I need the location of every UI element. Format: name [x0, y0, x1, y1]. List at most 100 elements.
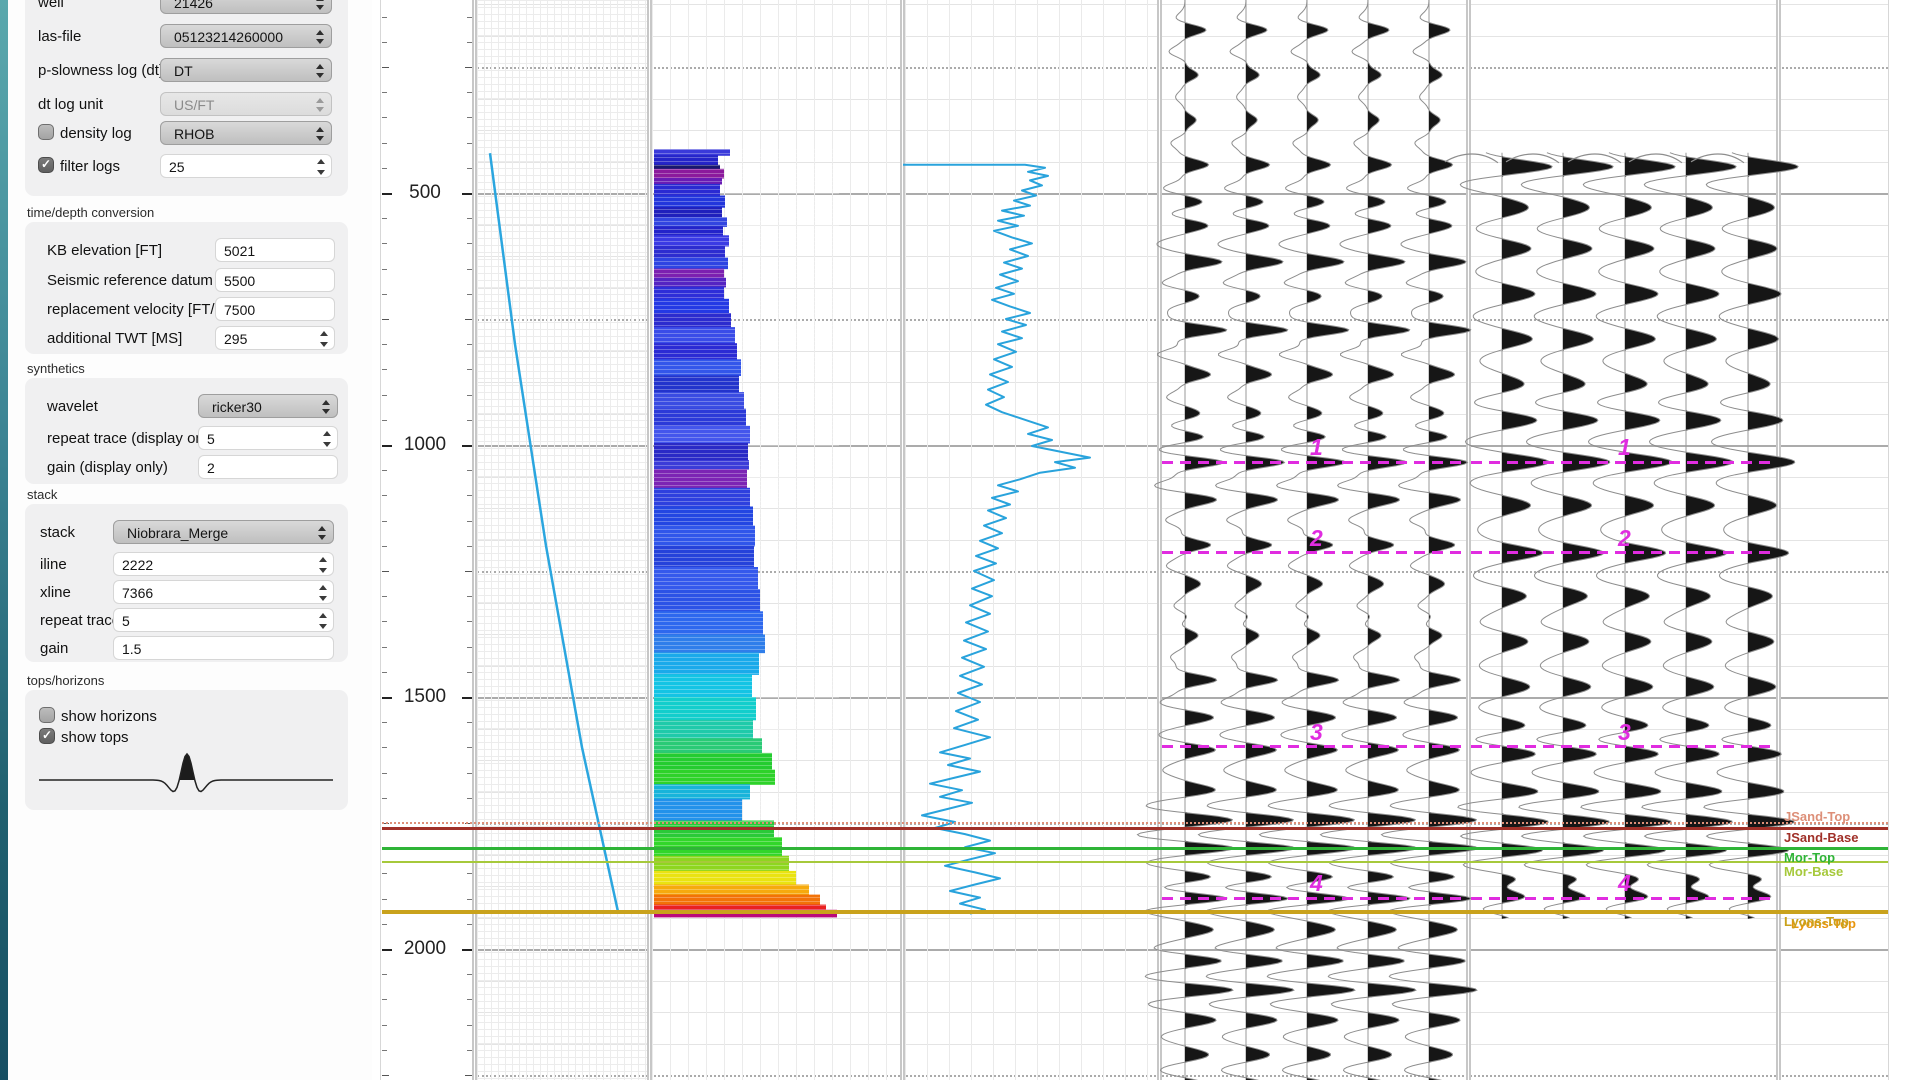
filter-logs-checkbox[interactable]: ✓ [38, 157, 54, 173]
grid-line [477, 823, 1888, 825]
velocity-log-band [654, 545, 754, 568]
filter-logs-stepper-icon[interactable] [315, 158, 327, 176]
grid-line [477, 949, 1888, 951]
marker-line-2 [1162, 551, 1466, 555]
chevron-up-icon [318, 526, 326, 531]
xline-input[interactable]: 7366 [113, 580, 334, 604]
marker-number-2: 2 [1310, 524, 1323, 551]
las-file-select[interactable]: 05123214260000 [160, 24, 332, 48]
additional-twt-ms-input[interactable]: 295 [215, 326, 335, 350]
iline-stepper-icon[interactable] [317, 556, 329, 574]
seismic-reference-datum-ft-input[interactable]: 5500 [215, 268, 335, 292]
depth-tick [465, 319, 472, 320]
stack-select[interactable]: Niobrara_Merge [113, 520, 334, 544]
setting-row-gain-display-only: gain (display only) 2 [25, 455, 348, 479]
depth-tick [382, 596, 387, 598]
grid-line [477, 382, 1888, 383]
top-label-jsand-top: JSand-Top [1784, 809, 1851, 824]
depth-tick [467, 243, 472, 245]
kb-elevation-ft-input[interactable]: 5021 [215, 238, 335, 262]
density-log-checkbox[interactable] [38, 124, 54, 140]
top-line-mor-top [382, 846, 1888, 850]
velocity-log-band [654, 359, 741, 376]
depth-tick [382, 167, 387, 169]
show-horizons-checkbox[interactable] [39, 707, 55, 723]
setting-label-filter-logs: filter logs [60, 158, 121, 175]
grid-line [477, 130, 1888, 131]
setting-row-gain: gain 1.5 [25, 636, 348, 660]
velocity-log-band [654, 155, 718, 166]
velocity-log-band [654, 855, 789, 872]
wavelet-select[interactable]: ricker30 [198, 394, 338, 418]
velocity-log-band [654, 884, 809, 896]
grid-line [477, 886, 1888, 887]
depth-tick [467, 344, 472, 346]
velocity-log-band [654, 784, 750, 800]
depth-tick [382, 671, 387, 673]
depth-tick [382, 243, 387, 245]
grid-line [477, 571, 1888, 573]
grid-line [477, 697, 1888, 699]
repeat-trace-input[interactable]: 5 [113, 608, 334, 632]
stepper-down-icon [317, 170, 325, 175]
seismic-trace-fill [1686, 152, 1737, 919]
depth-tick [467, 419, 472, 421]
desktop-edge [0, 0, 8, 1080]
grid-line [477, 256, 1888, 257]
section-card-synthetics: wavelet ricker30 repeat trace (display onl… [25, 378, 348, 484]
depth-tick [382, 999, 387, 1001]
synthetic-trace-wiggle [1197, 0, 1297, 1080]
velocity-log-band [654, 183, 720, 197]
gain-display-only-input[interactable]: 2 [198, 455, 338, 479]
grid-line [477, 760, 1888, 761]
filter-logs-input[interactable]: 25 [160, 154, 332, 178]
depth-tick [467, 470, 472, 472]
depth-tick [467, 167, 472, 169]
depth-tick [467, 41, 472, 43]
velocity-log-band [654, 506, 753, 527]
iline-input[interactable]: 2222 [113, 552, 334, 576]
marker-number-4: 4 [1310, 870, 1323, 897]
setting-row-show-tops: ✓ show tops [25, 725, 348, 749]
input-value: 7366 [122, 585, 154, 601]
xline-stepper-icon[interactable] [317, 584, 329, 602]
show-tops-checkbox[interactable]: ✓ [39, 728, 55, 744]
top-line-mor-base [382, 860, 1888, 863]
depth-tick [465, 571, 472, 572]
input-value: 2222 [122, 557, 154, 573]
depth-tick [382, 41, 387, 43]
depth-tick [382, 67, 389, 68]
density-log-select[interactable]: RHOB [160, 121, 332, 145]
well-select[interactable]: 21426 [160, 0, 332, 14]
gain-input[interactable]: 1.5 [113, 636, 334, 660]
depth-tick [467, 218, 472, 220]
depth-tick [382, 1024, 387, 1026]
input-value: 5 [122, 613, 130, 629]
repeat-trace-display-only-stepper-icon[interactable] [321, 430, 333, 448]
depth-tick [467, 974, 472, 976]
depth-tick [382, 646, 387, 648]
depth-tick [382, 16, 387, 18]
setting-label-gain-display-only: gain (display only) [47, 459, 168, 476]
chevron-up-icon [316, 64, 324, 69]
velocity-log-band [654, 870, 796, 886]
grid-line [477, 634, 1888, 635]
marker-number-1: 1 [1618, 434, 1631, 461]
additional-twt-ms-stepper-icon[interactable] [318, 330, 330, 348]
seismic-trace-wiggle [1580, 152, 1676, 919]
depth-tick [382, 772, 387, 774]
repeat-trace-display-only-input[interactable]: 5 [198, 426, 338, 450]
velocity-log-band [654, 245, 725, 259]
seismic-trace-wiggle [1703, 152, 1799, 919]
chevron-down-icon [316, 39, 324, 44]
p-slowness-log-dt-select[interactable]: DT [160, 58, 332, 82]
grid-line [477, 67, 1888, 69]
grid-line [477, 350, 1888, 352]
selected-value: US/FT [174, 97, 215, 113]
repeat-trace-stepper-icon[interactable] [317, 612, 329, 630]
velocity-log-band [654, 207, 722, 218]
depth-tick [467, 1049, 472, 1051]
synthetic-trace-fill [1185, 0, 1234, 1080]
synthetic-trace-fill [1368, 0, 1417, 1080]
replacement-velocity-ft-s-input[interactable]: 7500 [215, 297, 335, 321]
